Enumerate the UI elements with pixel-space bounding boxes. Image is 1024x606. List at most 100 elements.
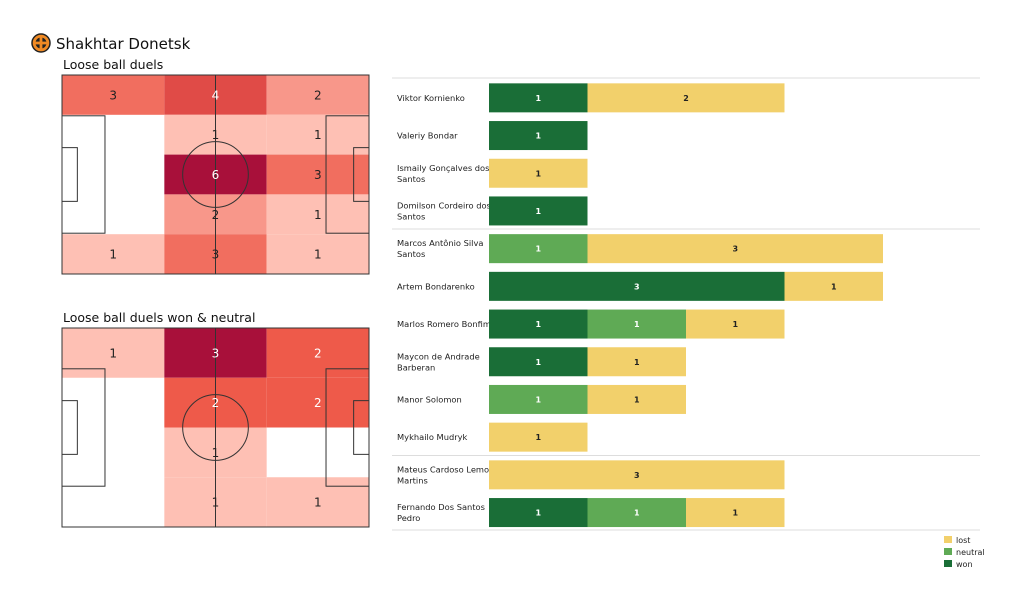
bar-value-label: 1 [535,433,541,442]
bar-value-label: 1 [535,509,541,518]
heatmap-2-title: Loose ball duels won & neutral [63,310,255,325]
club-crest-icon [31,33,51,53]
bar-segment-won [489,498,588,528]
player-name-label: Viktor Kornienko [397,93,465,103]
heatmap-cell [266,328,369,378]
left-goal-area [61,400,78,455]
bar-segment-won [489,309,588,339]
bar-value-label: 1 [634,358,640,367]
bar-row: Mykhailo Mudryk 1 [397,422,588,452]
bar-value-label: 1 [732,320,738,329]
bar-segment-neutral [587,498,686,528]
heatmap-value: 1 [314,248,322,262]
bar-segment-lost [686,309,785,339]
player-name-label: Valeriy Bondar [397,131,458,141]
bar-segment-lost [587,83,785,113]
bar-segment-won [489,121,588,151]
centre-circle [182,141,249,208]
heatmap-value: 3 [212,248,220,262]
heatmap-value: 3 [212,346,220,360]
legend-label-neutral: neutral [956,548,985,557]
bar-row: Viktor Kornienko 1 2 [397,83,785,113]
heatmap-value: 2 [212,396,220,410]
bar-value-label: 3 [634,282,640,291]
bar-segment-lost [587,234,883,264]
player-name-label: Pedro [397,513,420,523]
heatmap-value: 1 [109,248,117,262]
bar-value-label: 1 [634,320,640,329]
heatmap-value: 6 [212,168,220,182]
bar-segment-lost [587,347,686,377]
group-separators [392,77,980,531]
bar-segment-neutral [489,384,588,414]
bar-value-label: 1 [634,395,640,404]
player-name-label: Domilson Cordeiro dos [397,200,491,210]
player-name-label: Santos [397,174,425,184]
heatmap-value: 4 [212,88,220,102]
heatmap-value: 2 [314,88,322,102]
player-name-label: Mateus Cardoso Lemos [397,464,493,474]
heatmap-value: 1 [109,346,117,360]
heatmap-values: 1 3 2 2 2 1 1 1 [109,346,321,509]
pitch-lines [61,74,370,275]
heatmap-cell [266,154,369,195]
right-goal-area [353,147,370,202]
heatmap-value: 1 [314,208,322,222]
heatmap-value: 1 [212,446,220,460]
left-goal-area [61,147,78,202]
heatmap-value: 1 [212,128,220,142]
bar-value-label: 1 [634,509,640,518]
player-name-label: Ismaily Gonçalves dos [397,163,489,173]
header: Shakhtar Donetsk [31,33,191,53]
team-name: Shakhtar Donetsk [56,35,191,53]
bar-value-label: 1 [535,169,541,178]
heatmap-value: 2 [212,208,220,222]
bar-segment-lost [587,384,686,414]
bar-value-label: 1 [535,395,541,404]
heatmap-value: 3 [109,88,117,102]
heatmap-loose-ball-duels-won-neutral: 1 3 2 2 2 1 1 1 [61,327,370,528]
heatmap-cell [266,75,369,115]
heatmap-cell [62,328,165,378]
bar-segment-lost [784,271,883,301]
heatmap-cell [266,234,369,274]
bar-value-label: 1 [535,358,541,367]
heatmap-cell [266,377,369,428]
bar-segment-lost [489,422,588,452]
player-name-label: Manor Solomon [397,394,462,404]
bar-segment-won [489,83,588,113]
bar-value-label: 3 [634,471,640,480]
legend-label-lost: lost [956,536,970,545]
heatmap-cell [62,75,165,115]
legend-swatch-won [944,560,952,567]
left-penalty-box [61,115,106,234]
legend: lost neutral won [944,536,985,569]
player-name-label: Maycon de Andrade [397,351,480,361]
left-penalty-box [61,368,106,487]
bar-segment-neutral [587,309,686,339]
centre-circle [182,394,249,461]
legend-label-won: won [956,560,973,569]
player-name-label: Artem Bondarenko [397,281,475,291]
heatmap-cell [266,114,369,155]
bar-segment-lost [686,498,785,528]
bar-value-label: 1 [535,132,541,141]
player-name-label: Marcos Antônio Silva [397,238,483,248]
player-name-label: Mykhailo Mudryk [397,432,468,442]
legend-swatch-lost [944,536,952,543]
bar-segment-lost [489,158,588,188]
heatmap-cell [266,477,369,527]
heatmap-cell [266,194,369,235]
bar-value-label: 3 [732,245,738,254]
pitch-lines [61,327,370,528]
bar-value-label: 1 [535,320,541,329]
heatmap-value: 3 [314,168,322,182]
heatmap-1-title: Loose ball duels [63,57,163,72]
bar-segment-won [489,271,785,301]
